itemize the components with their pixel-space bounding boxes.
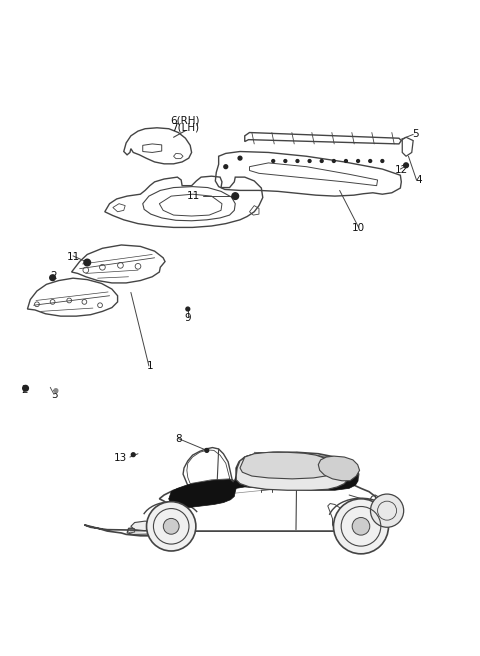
Circle shape xyxy=(381,159,384,163)
Text: 10: 10 xyxy=(352,223,365,234)
Text: 1: 1 xyxy=(146,361,153,371)
Circle shape xyxy=(186,307,190,311)
Circle shape xyxy=(357,159,360,163)
Polygon shape xyxy=(318,456,360,481)
Circle shape xyxy=(352,518,370,535)
Circle shape xyxy=(284,159,287,163)
Polygon shape xyxy=(240,452,335,479)
Circle shape xyxy=(163,518,179,534)
Circle shape xyxy=(224,165,228,169)
Circle shape xyxy=(404,163,408,168)
Circle shape xyxy=(345,159,348,163)
Circle shape xyxy=(146,502,196,551)
Circle shape xyxy=(371,494,404,527)
Circle shape xyxy=(333,159,335,163)
Circle shape xyxy=(50,275,56,281)
Circle shape xyxy=(205,449,209,452)
Text: 5: 5 xyxy=(412,129,419,140)
Text: 12: 12 xyxy=(395,165,408,176)
Text: 2: 2 xyxy=(21,384,27,395)
Text: 6(RH): 6(RH) xyxy=(171,115,200,125)
Text: 11: 11 xyxy=(66,252,80,262)
Text: 7(LH): 7(LH) xyxy=(171,123,200,133)
Circle shape xyxy=(308,159,311,163)
Text: 2: 2 xyxy=(50,271,57,281)
Polygon shape xyxy=(131,521,157,531)
Circle shape xyxy=(238,156,242,160)
Text: 11: 11 xyxy=(186,191,200,201)
Circle shape xyxy=(84,259,91,266)
Text: 9: 9 xyxy=(184,312,191,323)
Circle shape xyxy=(369,159,372,163)
Polygon shape xyxy=(236,452,348,490)
Circle shape xyxy=(320,159,323,163)
Circle shape xyxy=(54,389,58,392)
Circle shape xyxy=(272,159,275,163)
Text: 8: 8 xyxy=(175,434,181,445)
Circle shape xyxy=(232,193,239,199)
Text: 3: 3 xyxy=(52,390,58,400)
Circle shape xyxy=(334,499,388,554)
Text: 4: 4 xyxy=(416,175,422,185)
Circle shape xyxy=(296,159,299,163)
Text: 13: 13 xyxy=(114,453,127,464)
Circle shape xyxy=(132,453,135,457)
Polygon shape xyxy=(183,447,235,489)
Polygon shape xyxy=(169,468,358,508)
Circle shape xyxy=(23,386,28,391)
